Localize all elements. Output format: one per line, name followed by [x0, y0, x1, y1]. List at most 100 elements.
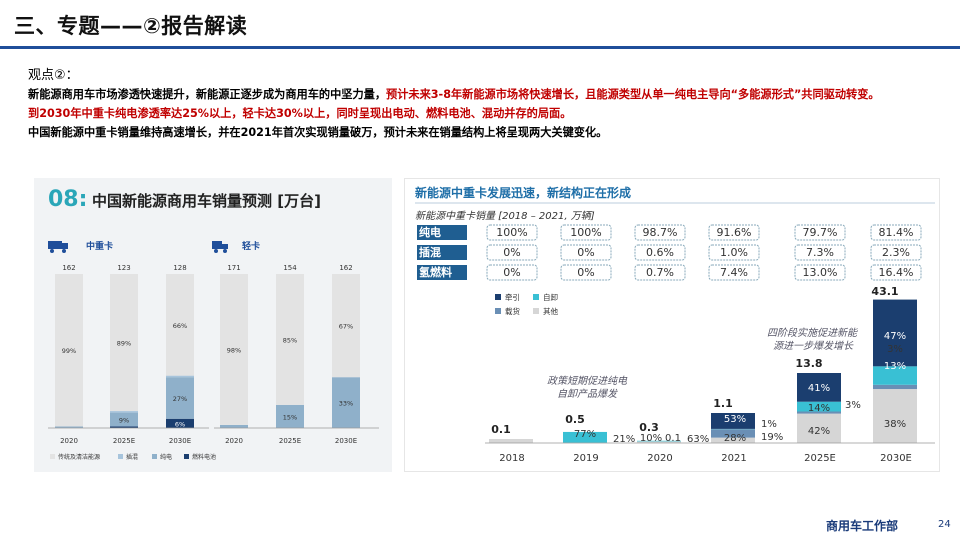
side-label: 21% [613, 434, 635, 445]
sales-forecast-chart: 08: 中国新能源商用车销量预测 [万台] 中重卡 轻卡 162 99% 2020 1… [48, 187, 379, 461]
total-label: 0.5 [565, 413, 585, 426]
category-label: 2021 [721, 453, 746, 464]
bar-segment [55, 426, 83, 428]
segment-label: 14% [808, 403, 830, 414]
segment-label: 10% [640, 433, 662, 444]
bar-segment [55, 274, 83, 427]
bar-segment [110, 426, 138, 428]
segment-label: 38% [884, 419, 906, 430]
bar-segment [797, 401, 841, 412]
mix-cell [708, 264, 760, 281]
legend-swatch [495, 308, 501, 314]
mix-value: 0% [503, 266, 520, 279]
segment-label: 0.1 [665, 433, 681, 444]
segment-label: 13% [884, 361, 906, 372]
legend-label: 自卸 [543, 292, 558, 302]
segment-label: 67% [339, 323, 353, 331]
mix-value: 98.7% [643, 226, 678, 239]
mix-cell [486, 244, 538, 261]
segment-label: 6% [175, 420, 185, 428]
bar-segment [276, 274, 304, 405]
category-label: 2030E [335, 437, 357, 445]
mix-value: 100% [570, 226, 601, 239]
mix-cell [794, 224, 846, 241]
segment-label: 28% [724, 433, 746, 444]
total-label: 0.1 [491, 423, 511, 436]
category-label: 2025E [804, 453, 836, 464]
mix-row-header [417, 225, 467, 240]
segment-label: 15% [283, 413, 297, 421]
light-truck-icon [212, 241, 228, 253]
bar-segment [110, 412, 138, 427]
bar-segment [637, 440, 681, 442]
viewpoint-lead: 观点②： [28, 68, 79, 83]
bar-segment [711, 437, 755, 443]
viewpoint-paragraph-3: 中国新能源中重卡销量维持高速增长，并在2021年首次实现销量破万，预计未来在销量… [28, 126, 608, 139]
category-label: 2020 [225, 437, 243, 445]
mix-row-label: 氢燃料 [419, 265, 452, 279]
segment-label: 85% [283, 336, 297, 344]
annotation-policy: 政策短期促进纯电自卸产品爆发 [547, 375, 628, 400]
total-label: 0.3 [639, 421, 659, 434]
mix-value: 0% [577, 246, 594, 259]
mix-value: 0% [577, 266, 594, 279]
segment-label: 77% [574, 429, 596, 440]
mix-cell [870, 264, 922, 281]
total-label: 162 [339, 264, 352, 272]
legend-label: 纯电 [160, 453, 172, 461]
p1-black: 新能源商用车市场渗透快速提升，新能源正逐步成为商用车的中坚力量， [28, 88, 387, 101]
legend-label: 牵引 [505, 292, 520, 302]
segment-label: 98% [227, 346, 241, 354]
mix-value: 13.0% [803, 266, 838, 279]
mix-cell [870, 224, 922, 241]
bar-segment [489, 439, 533, 443]
mix-row-label: 插混 [419, 245, 441, 259]
segment-label: 41% [808, 383, 830, 394]
bar-segment [110, 274, 138, 412]
segment-label: 3% [887, 344, 903, 355]
chart-title: 中国新能源商用车销量预测 [万台] [92, 192, 321, 210]
bar-segment [637, 441, 681, 443]
legend-swatch [495, 294, 501, 300]
heavy-truck-icon [48, 241, 68, 253]
mix-cell [794, 264, 846, 281]
mix-value: 91.6% [717, 226, 752, 239]
heavy-truck-chart: 新能源中重卡发展迅速，新结构正在形成 新能源中重卡销量 [2018 – 2021… [415, 185, 935, 464]
bar-segment [797, 413, 841, 443]
legend-label: 载货 [505, 306, 520, 316]
mix-cell [634, 264, 686, 281]
segment-label: 27% [173, 395, 187, 403]
mix-value: 2.3% [882, 246, 910, 259]
side-label: 63% [687, 434, 709, 445]
segment-label: 99% [62, 347, 76, 355]
legend-swatch [118, 454, 123, 459]
mix-row-header [417, 245, 467, 260]
group-label-heavy: 中重卡 [86, 240, 113, 252]
total-label: 43.1 [871, 285, 898, 298]
bar-segment [332, 274, 360, 378]
segment-label: 89% [117, 340, 131, 348]
mix-value: 7.3% [806, 246, 834, 259]
p1-red: 预计未来3-8年新能源市场将快速增长，且能源类型从单一纯电主导向“多能源形式”共… [386, 88, 880, 101]
legend-label: 其他 [543, 306, 558, 316]
viewpoint-paragraph-1: 新能源商用车市场渗透快速提升，新能源正逐步成为商用车的中坚力量，预计未来3-8年… [28, 85, 948, 104]
mix-value: 81.4% [879, 226, 914, 239]
mix-value: 16.4% [879, 266, 914, 279]
legend-swatch [152, 454, 157, 459]
sales-forecast-panel: 08: 中国新能源商用车销量预测 [万台] 中重卡 轻卡 162 99% 2020 1… [34, 178, 392, 472]
panel-subtitle: 新能源中重卡销量 [2018 – 2021, 万辆] [415, 210, 595, 222]
viewpoint-paragraph-2: 到2030年中重卡纯电渗透率达25%以上，轻卡达30%以上，同时呈现出电动、燃料… [28, 107, 572, 120]
viewpoint-text: 观点②： 新能源商用车市场渗透快速提升，新能源正逐步成为商用车的中坚力量，预计未… [28, 66, 948, 142]
category-label: 2018 [499, 453, 524, 464]
legend-swatch [533, 294, 539, 300]
category-label: 2030E [169, 437, 191, 445]
bar-segment [166, 377, 194, 419]
bar-segment [276, 404, 304, 428]
side-label: 19% [761, 432, 783, 443]
mix-cell [560, 264, 612, 281]
category-label: 2030E [880, 453, 912, 464]
mix-cell [708, 224, 760, 241]
header: 三、专题——②报告解读 [0, 0, 960, 49]
segment-label: 66% [173, 322, 187, 330]
mix-cell [560, 224, 612, 241]
